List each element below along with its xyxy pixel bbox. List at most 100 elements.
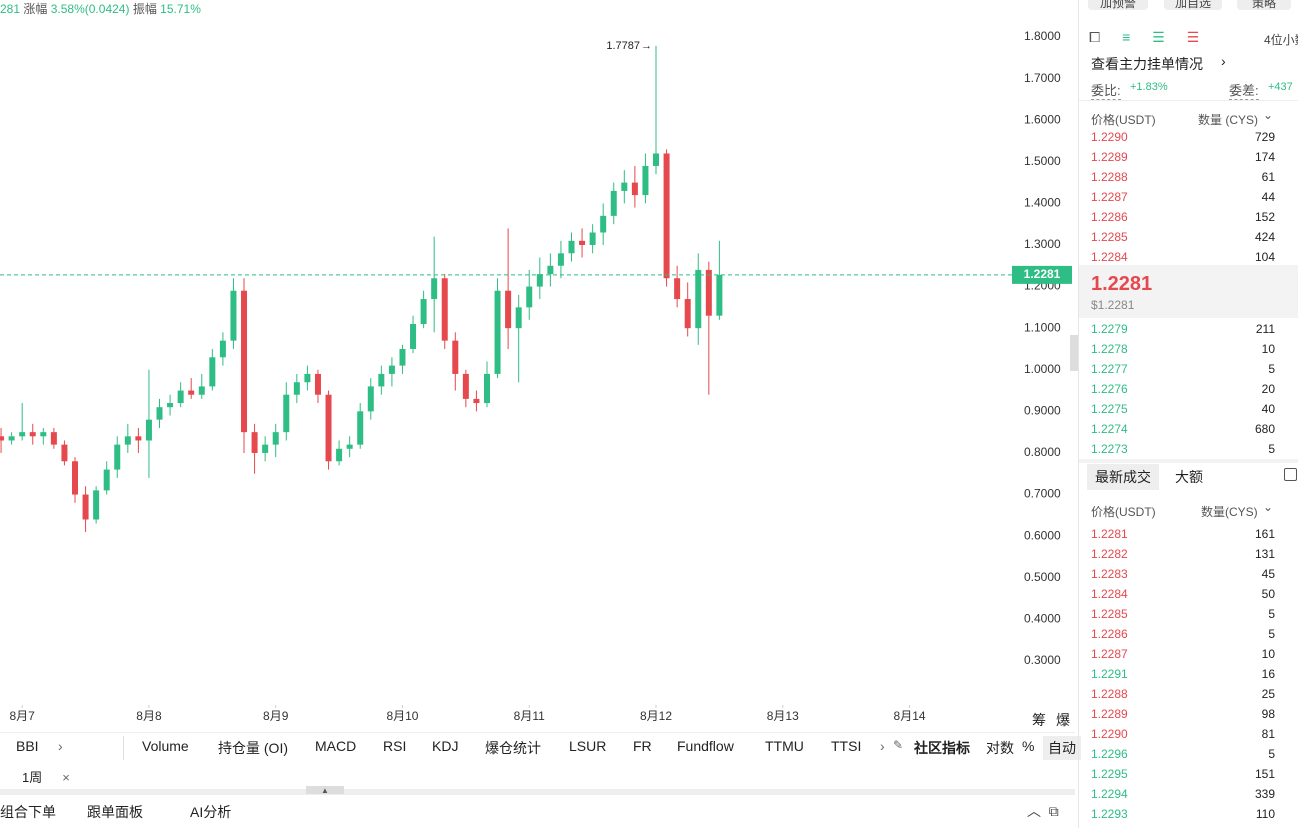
decimals[interactable]: 4位小数	[1264, 33, 1298, 47]
candle-body	[378, 373, 385, 387]
indicator-tab[interactable]: FR	[633, 738, 652, 754]
y-tick-label: 1.3000	[1024, 237, 1061, 251]
trade-qty: 5	[1268, 627, 1275, 641]
change-label: 涨幅	[23, 2, 48, 16]
candle-body	[367, 386, 374, 412]
x-tick-label: 8月10	[386, 709, 418, 723]
candle-body	[241, 290, 248, 433]
candle-body	[19, 432, 26, 437]
checkbox[interactable]	[1284, 468, 1297, 481]
indicator-tab[interactable]: RSI	[383, 738, 407, 754]
panel-button[interactable]: 策略	[1237, 0, 1291, 10]
ask-qty: 61	[1261, 170, 1275, 184]
indicator-tab[interactable]: 持仓量 (OI)	[218, 740, 288, 756]
chart-side-tool[interactable]: 爆	[1056, 712, 1070, 728]
bid-qty: 680	[1254, 422, 1275, 436]
ask-qty: 424	[1254, 230, 1275, 244]
candle-body	[0, 436, 5, 441]
indicator-tab[interactable]: TTSI	[831, 738, 862, 754]
candle-body	[589, 232, 596, 245]
x-tick-label: 8月13	[767, 709, 799, 723]
bottom-tab[interactable]: 组合下单	[0, 804, 56, 820]
ask-price: 1.2285	[1091, 230, 1128, 244]
y-tick-label: 1.5000	[1024, 154, 1061, 168]
candle-body	[462, 373, 469, 399]
bid-qty: 20	[1261, 382, 1275, 396]
indicator-tab[interactable]: 对数	[986, 740, 1014, 756]
bid-price: 1.2275	[1091, 402, 1128, 416]
indicator-tab[interactable]: 社区指标	[914, 740, 970, 756]
x-tick-label: 8月8	[136, 709, 162, 723]
y-tick-label: 1.1000	[1024, 320, 1061, 334]
trade-qty: 131	[1254, 547, 1275, 561]
trade-qty: 5	[1268, 607, 1275, 621]
main-orders[interactable]: 查看主力挂单情况	[1091, 56, 1203, 72]
candle-body	[642, 165, 649, 196]
indicator-tab[interactable]: LSUR	[569, 738, 607, 754]
y-tick-label: 0.8000	[1024, 445, 1061, 459]
period-tab[interactable]: 1周 ×	[22, 770, 70, 785]
candle-body	[262, 444, 269, 453]
diff: +437	[1268, 81, 1293, 93]
candle-body	[621, 182, 628, 191]
ask-price: 1.2289	[1091, 150, 1128, 164]
panel-button[interactable]: 加预警	[1088, 0, 1148, 10]
y-tick-label: 0.4000	[1024, 611, 1061, 625]
candle-body	[230, 290, 237, 341]
ask-price: 1.2286	[1091, 210, 1128, 224]
chart-side-tool[interactable]: 筹	[1032, 712, 1046, 728]
y-tick-label: 1.4000	[1024, 196, 1061, 210]
indicator-tab[interactable]: KDJ	[432, 738, 459, 754]
candle-body	[283, 394, 290, 433]
candle-body	[610, 190, 617, 216]
trade-qty: 16	[1261, 667, 1275, 681]
candle-body	[473, 398, 480, 404]
candle-body	[325, 394, 332, 462]
collapse-handle[interactable]	[1070, 335, 1078, 371]
indicator-tab[interactable]: TTMU	[765, 738, 804, 754]
trade-qty: 98	[1261, 707, 1275, 721]
indicator-tab[interactable]: Fundflow	[677, 738, 734, 754]
bottom-tab[interactable]: AI分析	[190, 804, 232, 820]
resize-handle[interactable]: ▲	[306, 786, 344, 795]
resize-bar	[0, 789, 1075, 795]
x-tick-label: 8月14	[894, 709, 926, 723]
bid-price: 1.2274	[1091, 422, 1128, 436]
indicator-tab[interactable]: %	[1022, 738, 1035, 754]
trade-price: 1.2285	[1091, 607, 1128, 621]
candle-body	[40, 432, 47, 437]
amp-label: 振幅	[132, 2, 157, 16]
indicator-tab[interactable]: BBI	[16, 738, 39, 754]
trade-qty: 161	[1254, 527, 1275, 541]
trade-price: 1.2281	[1091, 527, 1128, 541]
indicator-tabs: BBI Volume 持仓量 (OI) MACD RSI KDJ 爆仓统计 LSUR FR Fun…	[0, 736, 1081, 760]
candle-body	[314, 373, 321, 395]
trade-price: 1.2286	[1091, 627, 1128, 641]
trade-qty: 5	[1268, 747, 1275, 761]
candle-body	[29, 432, 36, 437]
divider	[1079, 459, 1298, 463]
trade-tab[interactable]: 最新成交	[1087, 464, 1159, 490]
bottom-tab[interactable]: 跟单面板	[87, 804, 143, 820]
candle-body	[579, 240, 586, 245]
indicator-tab[interactable]: 自动	[1043, 736, 1081, 760]
y-tick-label: 0.5000	[1024, 570, 1061, 584]
diff-label: 委差:	[1229, 80, 1259, 100]
trade-price: 1.2294	[1091, 787, 1128, 801]
indicator-tab[interactable]: 爆仓统计	[485, 740, 541, 756]
panel-button[interactable]: 加自选	[1164, 0, 1222, 10]
chevron: ⌄	[1263, 500, 1274, 514]
max-arrow: →	[641, 40, 652, 52]
y-tick-label: 0.6000	[1024, 528, 1061, 542]
trade-qty: 339	[1254, 787, 1275, 801]
candle-body	[568, 240, 575, 254]
bottom-icons: ︿ ⧉	[1027, 803, 1059, 819]
indicator-tab[interactable]: MACD	[315, 738, 357, 754]
tab-sep	[123, 736, 124, 760]
trade-qty: 151	[1254, 767, 1275, 781]
ratio-label: 委比:	[1091, 80, 1121, 100]
trade-tab[interactable]: 大额	[1175, 469, 1203, 485]
indicator-tab[interactable]: Volume	[142, 738, 189, 754]
candle-body	[547, 265, 554, 275]
ask-qty: 174	[1254, 150, 1275, 164]
